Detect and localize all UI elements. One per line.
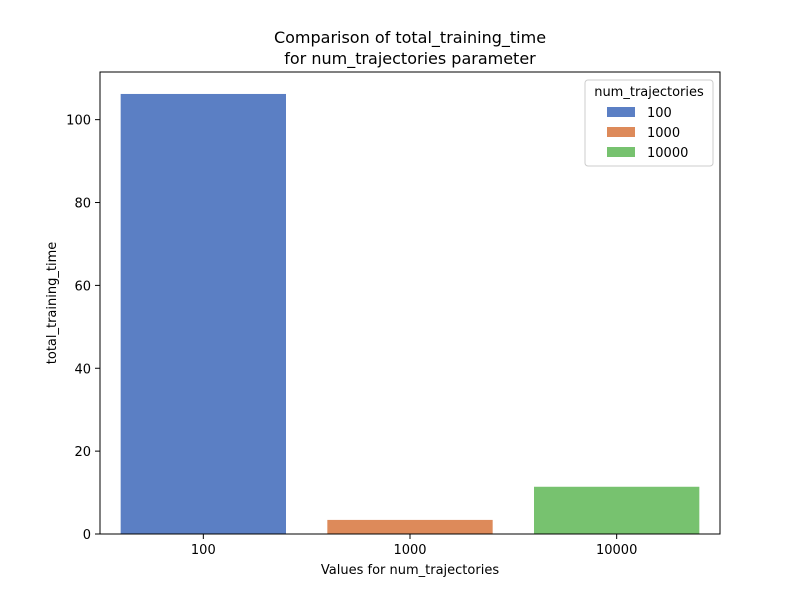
legend-box (584, 79, 714, 167)
plot-frame (99, 71, 721, 535)
y-axis-label: total_training_time (45, 242, 60, 364)
legend-label-10000: 10000 (647, 146, 688, 161)
legend: num_trajectories 100 1000 10000 (584, 79, 714, 167)
y-tick-label: 0 (83, 528, 91, 543)
legend-label-100: 100 (647, 106, 672, 121)
legend-title: num_trajectories (594, 85, 704, 100)
y-tick-label: 20 (74, 445, 91, 460)
bars (120, 93, 700, 534)
y-axis: 0 20 40 60 80 100 (66, 114, 100, 543)
chart-title: Comparison of total_training_time for nu… (274, 28, 546, 69)
chart-title-line-1: Comparison of total_training_time (274, 28, 546, 48)
y-tick-label: 60 (74, 279, 91, 294)
legend-label-1000: 1000 (647, 126, 680, 141)
x-axis-label: Values for num_trajectories (321, 563, 499, 578)
y-tick-label: 80 (74, 197, 91, 212)
y-tick-label: 40 (74, 362, 91, 377)
x-tick-label: 100 (191, 543, 216, 558)
chart-title-line-2: for num_trajectories parameter (284, 49, 536, 69)
x-axis: 100 1000 10000 (191, 534, 637, 558)
legend-swatch-100 (607, 107, 635, 117)
bar-1000 (327, 519, 493, 534)
x-tick-label: 10000 (596, 543, 637, 558)
x-tick-label: 1000 (393, 543, 426, 558)
legend-swatch-1000 (607, 127, 635, 137)
legend-swatch-10000 (607, 147, 635, 157)
bar-10000 (534, 486, 700, 534)
y-tick-label: 100 (66, 114, 91, 129)
bar-100 (120, 93, 287, 534)
